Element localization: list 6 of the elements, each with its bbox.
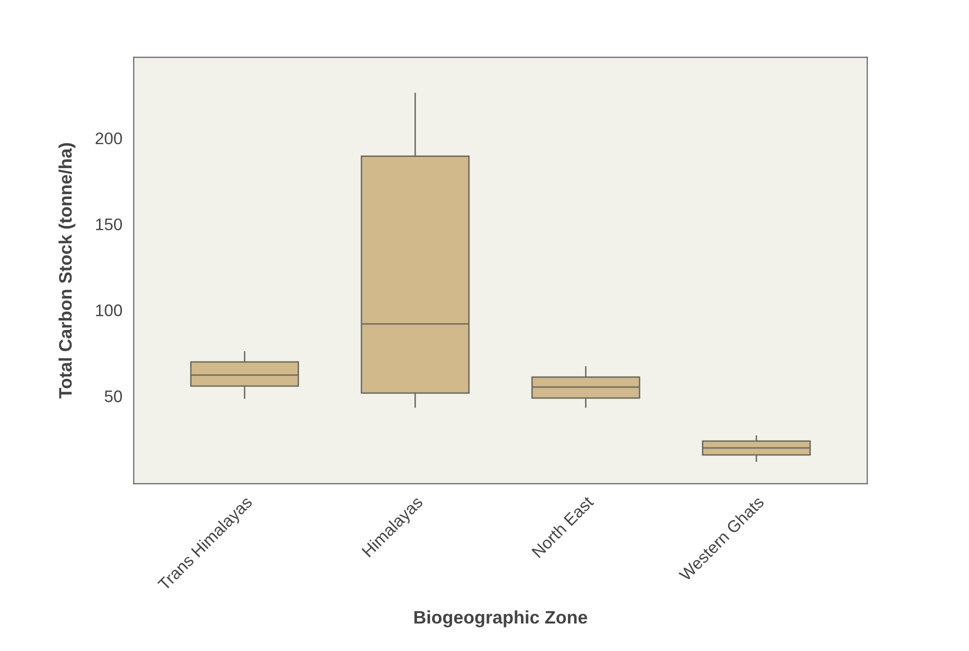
- y-tick-label: 50: [104, 390, 122, 402]
- y-tick-label: 200: [96, 132, 122, 144]
- y-tick-label: 150: [96, 218, 122, 230]
- y-tick-label: 100: [96, 304, 122, 316]
- x-axis-title: Biogeographic Zone: [414, 610, 588, 628]
- y-axis-title: Total Carbon Stock (tonne/ha): [58, 143, 76, 399]
